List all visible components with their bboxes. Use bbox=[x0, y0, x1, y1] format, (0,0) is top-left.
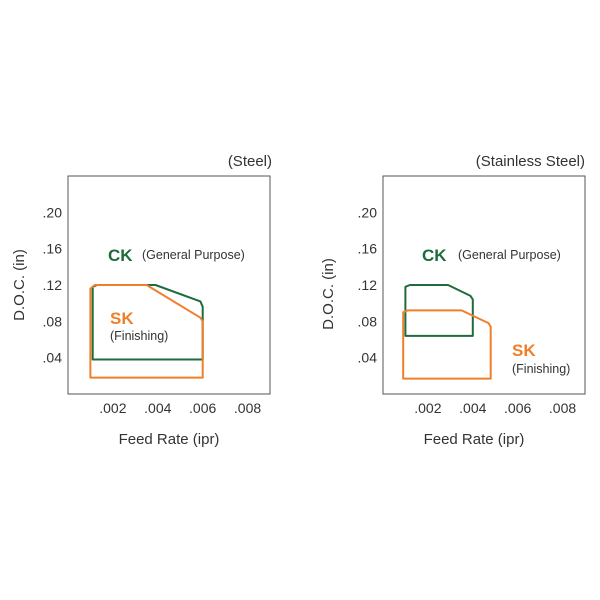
stainless-y-axis-label: D.O.C. (in) bbox=[320, 258, 337, 330]
steel-y-tick-label: .16 bbox=[43, 241, 63, 257]
steel-sk-note: (Finishing) bbox=[110, 329, 168, 343]
stainless-y-tick-label: .08 bbox=[358, 313, 378, 329]
stainless-regions bbox=[402, 284, 492, 380]
stainless-x-tick-labels: .002 .004 .006 .008 bbox=[414, 400, 576, 416]
stainless-x-tick-label: .008 bbox=[549, 400, 576, 416]
steel-x-tick-label: .004 bbox=[144, 400, 171, 416]
steel-ck-note: (General Purpose) bbox=[142, 248, 245, 262]
stainless-sk-region bbox=[402, 309, 492, 380]
stainless-x-tick-label: .002 bbox=[414, 400, 441, 416]
stainless-y-tick-label: .16 bbox=[358, 241, 378, 257]
stainless-steel-chart: (Stainless Steel) D.O.C. (in) Feed Rate … bbox=[320, 153, 586, 448]
steel-chart: (Steel) D.O.C. (in) Feed Rate (ipr) .04.… bbox=[11, 153, 272, 448]
steel-y-tick-label: .04 bbox=[43, 350, 63, 366]
steel-y-axis-label: D.O.C. (in) bbox=[11, 249, 28, 321]
stainless-sk-label: SK bbox=[512, 341, 536, 360]
steel-y-tick-label: .20 bbox=[43, 204, 63, 220]
steel-ck-label: CK bbox=[108, 246, 133, 265]
steel-regions bbox=[89, 284, 204, 379]
stainless-plot-frame bbox=[382, 175, 586, 395]
stainless-x-tick-label: .004 bbox=[459, 400, 486, 416]
stainless-x-axis-label: Feed Rate (ipr) bbox=[424, 431, 525, 448]
stainless-ck-note: (General Purpose) bbox=[458, 248, 561, 262]
stainless-y-tick-label: .04 bbox=[358, 350, 378, 366]
steel-y-tick-label: .12 bbox=[43, 277, 63, 293]
stainless-ck-region bbox=[404, 284, 474, 337]
stainless-y-tick-label: .20 bbox=[358, 204, 378, 220]
stainless-x-tick-label: .006 bbox=[504, 400, 531, 416]
steel-x-tick-label: .006 bbox=[189, 400, 216, 416]
stainless-chart-title: (Stainless Steel) bbox=[476, 153, 585, 170]
steel-sk-label: SK bbox=[110, 309, 134, 328]
steel-chart-title: (Steel) bbox=[228, 153, 272, 170]
steel-sk-region bbox=[89, 284, 204, 379]
steel-x-tick-labels: .002 .004 .006 .008 bbox=[99, 400, 261, 416]
steel-y-tick-label: .08 bbox=[43, 313, 63, 329]
steel-y-tick-labels: .04 .08 .12 .16 .20 bbox=[43, 204, 63, 365]
stainless-ck-label: CK bbox=[422, 246, 447, 265]
stainless-sk-note: (Finishing) bbox=[512, 362, 570, 376]
stainless-y-tick-labels: .04 .08 .12 .16 .20 bbox=[358, 204, 378, 365]
stainless-y-tick-label: .12 bbox=[358, 277, 378, 293]
steel-x-axis-label: Feed Rate (ipr) bbox=[119, 431, 220, 448]
steel-plot-frame bbox=[67, 175, 271, 395]
steel-x-tick-label: .002 bbox=[99, 400, 126, 416]
steel-x-tick-label: .008 bbox=[234, 400, 261, 416]
